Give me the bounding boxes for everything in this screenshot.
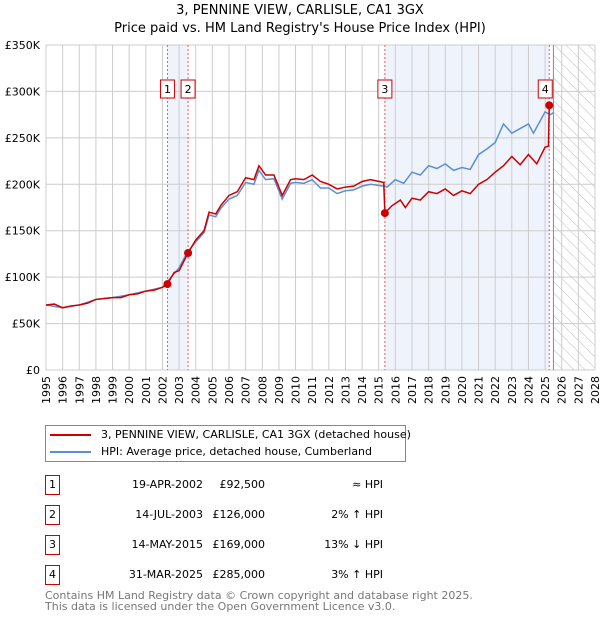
sale-date: 14-JUL-2003 [135, 508, 203, 521]
x-tick-label: 2015 [373, 376, 386, 404]
transaction-row: 4 31-MAR-2025 £285,000 3% ↑ HPI [45, 565, 385, 585]
hpi-comparison: 13% ↓ HPI [324, 538, 383, 551]
sale-date: 19-APR-2002 [131, 478, 203, 491]
sale-point [184, 249, 193, 257]
x-tick-label: 2026 [556, 376, 569, 404]
legend-label: 3, PENNINE VIEW, CARLISLE, CA1 3GX (deta… [101, 428, 411, 441]
x-tick-label: 2027 [572, 376, 585, 404]
x-tick-label: 2010 [290, 376, 303, 404]
x-tick-label: 2023 [506, 376, 519, 404]
series-line-property [45, 105, 550, 309]
x-tick-label: 2006 [223, 376, 236, 404]
legend-label: HPI: Average price, detached house, Cumb… [101, 445, 373, 458]
transaction-row: 3 14-MAY-2015 £169,000 13% ↓ HPI [45, 535, 385, 555]
y-tick-label: £100K [5, 271, 41, 284]
sale-marker-badge: 4 [45, 565, 60, 585]
x-tick-label: 2017 [406, 376, 419, 404]
y-tick-label: £0 [26, 364, 40, 377]
x-tick-label: 2019 [439, 376, 452, 404]
footer-line-2: This data is licensed under the Open Gov… [45, 600, 396, 613]
sale-label: 3 [381, 83, 388, 96]
sale-marker-badge: 3 [45, 535, 60, 555]
x-tick-label: 2014 [356, 376, 369, 404]
footer-line-1: Contains HM Land Registry data © Crown c… [45, 589, 473, 602]
x-tick-label: 2005 [206, 376, 219, 404]
sale-label-box [159, 79, 175, 99]
sale-price: £169,000 [212, 538, 266, 551]
x-tick-label: 2011 [306, 376, 319, 404]
sale-date: 14-MAY-2015 [131, 538, 203, 551]
chart-title: 3, PENNINE VIEW, CARLISLE, CA1 3GX [176, 3, 424, 18]
x-tick-label: 1996 [57, 376, 70, 404]
sale-label: 4 [542, 83, 549, 96]
sale-price: £285,000 [212, 568, 266, 581]
sale-point [163, 280, 172, 289]
y-tick-label: £200K [5, 178, 41, 191]
x-tick-label: 1998 [90, 376, 103, 404]
x-tick-label: 2012 [323, 376, 336, 404]
hpi-comparison: 3% ↑ HPI [331, 568, 383, 581]
x-tick-label: 2022 [489, 376, 502, 404]
y-tick-label: £50K [12, 318, 41, 331]
x-tick-label: 2008 [256, 376, 269, 404]
sale-marker-badge: 1 [45, 475, 60, 495]
x-tick-label: 2021 [473, 376, 486, 404]
sale-date: 31-MAR-2025 [128, 568, 203, 581]
x-tick-label: 2009 [273, 376, 286, 404]
chart-subtitle: Price paid vs. HM Land Registry's House … [114, 21, 486, 36]
x-tick-label: 2000 [123, 376, 136, 404]
sale-label: 1 [164, 83, 171, 96]
x-tick-label: 2003 [173, 376, 186, 404]
x-tick-label: 2004 [190, 376, 203, 404]
price-chart: 1995 1996 1997 1998 1999 2000 2001 2002 2003 2004… [5, 39, 600, 404]
x-tick-label: 1997 [73, 376, 86, 404]
sale-label-box [537, 79, 553, 99]
sale-label: 2 [185, 83, 192, 96]
x-tick-label: 1995 [40, 376, 53, 404]
sale-marker-badge: 2 [45, 505, 60, 525]
sale-price: £92,500 [219, 478, 266, 491]
x-tick-label: 2013 [339, 376, 352, 404]
transaction-row: 1 19-APR-2002 £92,500 ≈ HPI [45, 475, 385, 495]
sale-label-box [377, 79, 393, 99]
sale-point [380, 209, 389, 218]
x-tick-label: 2018 [423, 376, 436, 404]
shaded-range [167, 45, 189, 370]
x-tick-label: 2002 [156, 376, 169, 404]
sale-label-box [180, 79, 196, 99]
y-tick-label: £300K [5, 85, 41, 98]
x-tick-label: 2025 [539, 376, 552, 404]
x-tick-label: 2001 [140, 376, 153, 404]
sale-point [545, 101, 554, 110]
x-tick-label: 2016 [389, 376, 402, 404]
y-tick-label: £250K [5, 132, 41, 145]
hpi-comparison: ≈ HPI [352, 478, 383, 491]
x-tick-label: 2028 [589, 376, 600, 404]
transaction-row: 2 14-JUL-2003 £126,000 2% ↑ HPI [45, 505, 385, 525]
x-tick-label: 2024 [522, 376, 535, 404]
x-tick-label: 1999 [107, 376, 120, 404]
legend: 3, PENNINE VIEW, CARLISLE, CA1 3GX (deta… [45, 425, 411, 462]
shaded-range [384, 45, 550, 370]
forecast-hatch [553, 45, 595, 370]
x-tick-label: 2020 [456, 376, 469, 404]
y-tick-label: £350K [5, 39, 41, 52]
y-tick-label: £150K [5, 225, 41, 238]
sale-price: £126,000 [212, 508, 266, 521]
x-tick-label: 2007 [240, 376, 253, 404]
hpi-comparison: 2% ↑ HPI [331, 508, 383, 521]
